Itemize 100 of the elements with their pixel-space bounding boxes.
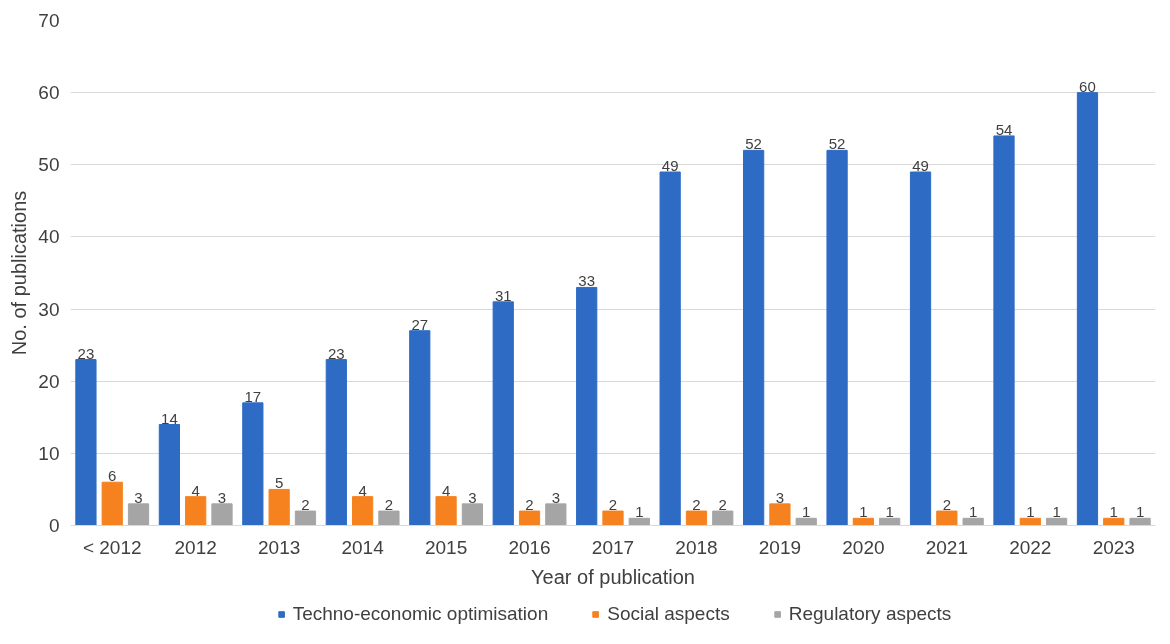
data-label: 49 [661, 157, 679, 174]
bar [576, 286, 598, 526]
data-label: 1 [859, 503, 868, 521]
y-tick-label: 30 [38, 298, 60, 320]
bar [158, 424, 181, 526]
bar [659, 171, 681, 526]
bar [101, 481, 123, 526]
bar [409, 330, 431, 526]
data-label: 2 [301, 496, 310, 514]
legend-label: Social aspects [607, 603, 730, 625]
bar [936, 510, 958, 526]
data-label: 1 [885, 503, 894, 521]
y-tick-label: 60 [38, 82, 60, 104]
bar [795, 517, 817, 526]
bar [518, 510, 541, 526]
bar [461, 503, 483, 526]
data-label: 33 [578, 272, 596, 290]
bar [242, 402, 264, 526]
bar [1129, 517, 1151, 526]
bar [268, 488, 290, 526]
data-label: 5 [274, 474, 284, 492]
data-label: 17 [244, 387, 262, 405]
x-tick-label: 2020 [842, 536, 885, 558]
data-label: 3 [468, 488, 477, 506]
bar [993, 135, 1015, 526]
data-label: 1 [1052, 503, 1061, 521]
bar [1019, 517, 1041, 526]
data-label: 52 [745, 135, 762, 153]
data-label: 1 [1135, 503, 1145, 521]
bar [685, 510, 708, 526]
data-label: 3 [775, 488, 785, 506]
data-label: 2 [384, 496, 394, 514]
x-tick-label: 2023 [1092, 536, 1135, 558]
bar [75, 359, 97, 526]
x-tick-label: 2021 [925, 536, 968, 558]
bar [185, 496, 207, 526]
data-label: 31 [494, 286, 512, 304]
bar [852, 517, 874, 526]
data-label: 2 [525, 496, 534, 514]
y-tick-label: 0 [48, 515, 60, 536]
data-label: 2 [608, 496, 618, 514]
data-label: 2 [718, 496, 727, 514]
data-label: 3 [217, 488, 227, 506]
data-label: 27 [411, 315, 429, 333]
data-label: 49 [912, 157, 929, 174]
legend-label: Regulatory aspects [788, 603, 952, 625]
legend-label: Techno-economic optimisation [292, 603, 549, 625]
data-label: 23 [77, 344, 95, 362]
bar [378, 510, 400, 526]
data-label: 6 [108, 467, 117, 485]
x-tick-label: 2017 [591, 536, 635, 558]
x-tick-label: < 2012 [82, 536, 142, 558]
data-label: 1 [1026, 503, 1035, 521]
x-tick-label: 2012 [174, 536, 217, 558]
data-label: 4 [441, 481, 451, 499]
data-label: 4 [358, 481, 367, 499]
y-tick-label: 40 [38, 226, 60, 248]
x-tick-label: 2015 [424, 536, 468, 558]
x-tick-label: 2018 [675, 536, 718, 558]
bar [1103, 517, 1125, 526]
bar [294, 510, 317, 526]
y-axis-title: No. of publications [8, 190, 31, 356]
data-label: 54 [995, 120, 1013, 138]
bar [769, 503, 791, 526]
bar [826, 149, 848, 526]
bar [743, 149, 765, 526]
data-label: 14 [161, 409, 178, 427]
x-tick-label: 2013 [258, 536, 301, 558]
data-label: 3 [551, 488, 561, 506]
data-label: 1 [1109, 503, 1118, 521]
bar [545, 503, 567, 526]
data-label: 1 [635, 503, 644, 521]
x-tick-label: 2022 [1009, 536, 1052, 558]
data-label: 23 [327, 344, 345, 362]
y-tick-label: 70 [38, 10, 60, 31]
x-tick-label: 2016 [508, 536, 551, 558]
data-label: 2 [942, 496, 952, 514]
bar [1045, 517, 1068, 526]
y-tick-label: 20 [38, 370, 60, 392]
y-tick-label: 50 [38, 154, 60, 176]
bar [909, 171, 932, 526]
bar [492, 301, 514, 526]
y-tick-label: 10 [38, 442, 60, 464]
bar [962, 517, 984, 526]
bar [602, 510, 624, 526]
data-label: 1 [968, 503, 978, 521]
bar [127, 503, 150, 526]
x-tick-label: 2014 [341, 536, 385, 558]
data-label: 1 [802, 503, 811, 521]
x-tick-label: 2019 [758, 536, 802, 558]
data-label: 52 [828, 135, 846, 153]
data-label: 2 [692, 496, 701, 514]
data-label: 3 [134, 488, 143, 506]
data-label: 60 [1079, 77, 1096, 95]
bar [435, 496, 457, 526]
bar [1076, 92, 1099, 526]
bar [879, 517, 901, 526]
bar [352, 496, 374, 526]
bar [325, 359, 347, 526]
bar [628, 517, 650, 526]
